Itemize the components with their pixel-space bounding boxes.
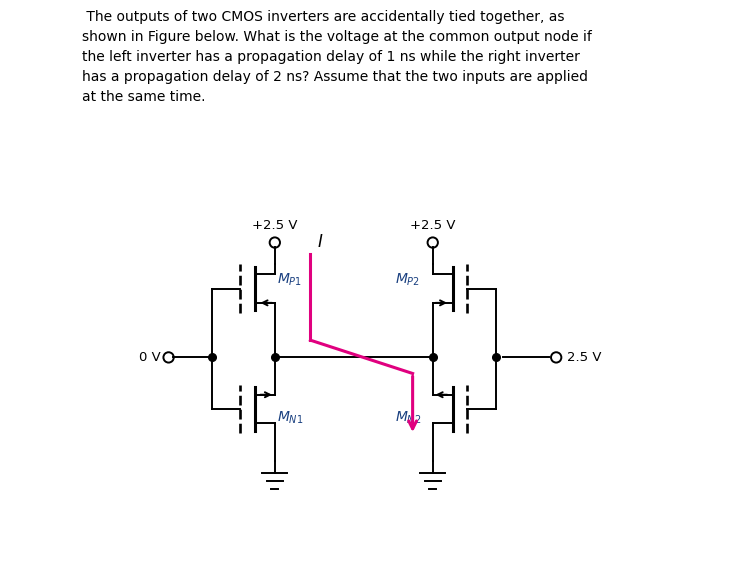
Text: +2.5 V: +2.5 V (410, 219, 456, 232)
Text: 2.5 V: 2.5 V (567, 351, 601, 364)
Text: $I$: $I$ (318, 233, 323, 251)
Text: The outputs of two CMOS inverters are accidentally tied together, as
shown in Fi: The outputs of two CMOS inverters are ac… (82, 10, 592, 104)
Text: $M_{N2}$: $M_{N2}$ (395, 410, 422, 426)
Text: 0 V: 0 V (140, 351, 161, 364)
Text: $M_{P2}$: $M_{P2}$ (395, 272, 420, 288)
Text: $M_{P1}$: $M_{P1}$ (276, 272, 301, 288)
Text: $M_{N1}$: $M_{N1}$ (276, 410, 303, 426)
Text: +2.5 V: +2.5 V (252, 219, 298, 232)
